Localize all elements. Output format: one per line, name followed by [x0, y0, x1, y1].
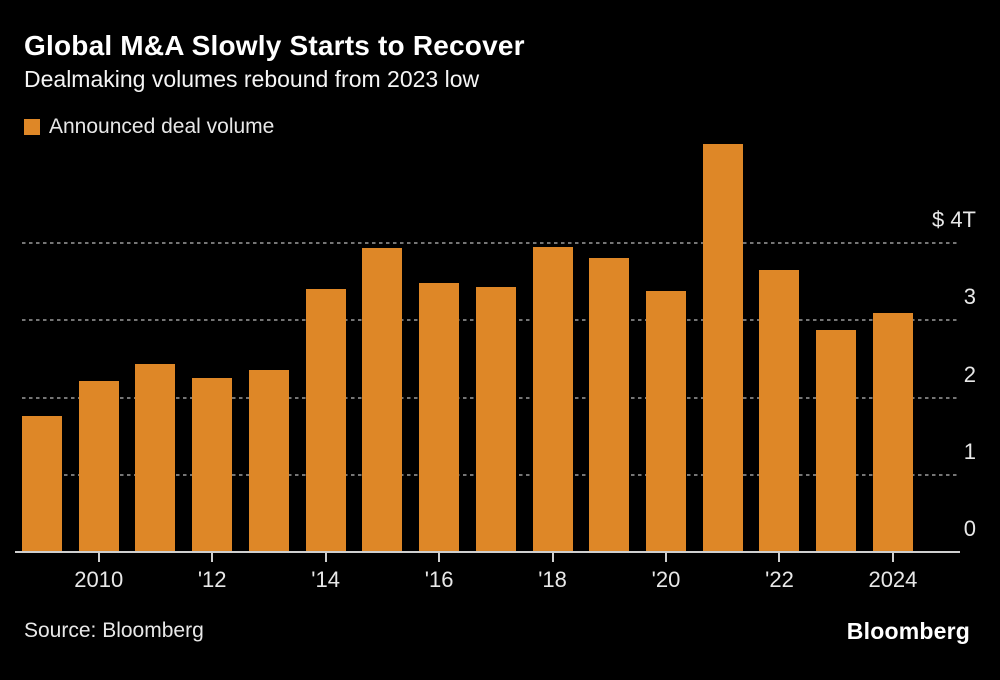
x-tick-2014 — [324, 553, 327, 562]
bar-2009 — [22, 416, 62, 552]
bar-2016 — [419, 282, 460, 552]
x-tick-2018 — [551, 553, 554, 562]
bar-2010 — [78, 381, 119, 552]
x-tick-2020 — [665, 553, 668, 562]
chart-title: Global M&A Slowly Starts to Recover — [24, 30, 525, 61]
x-tick-2024 — [891, 553, 894, 562]
x-tick-label-2022: '22 — [765, 567, 794, 592]
bar-2022 — [759, 270, 800, 552]
bar-2012 — [192, 378, 233, 552]
bar-2018 — [532, 247, 573, 552]
gridline-4 — [22, 242, 957, 245]
x-tick-label-2012: '12 — [197, 567, 227, 592]
x-tick-2012 — [211, 553, 214, 562]
legend-label: Announced deal volume — [49, 115, 275, 138]
x-tick-label-2016: '16 — [424, 567, 454, 592]
x-tick-label-2020: '20 — [651, 567, 681, 592]
x-tick-label-2024: 2024 — [868, 567, 918, 592]
bar-2019 — [589, 257, 630, 552]
source-note: Source: Bloomberg — [24, 619, 204, 642]
y-tick-label-3: 3 — [963, 284, 976, 310]
chart-subtitle: Dealmaking volumes rebound from 2023 low — [24, 66, 480, 92]
bar-2014 — [305, 288, 346, 552]
x-axis-line — [15, 551, 960, 553]
bar-2017 — [475, 287, 516, 552]
legend: Announced deal volume — [24, 115, 274, 139]
x-tick-2010 — [97, 553, 100, 562]
x-tick-label-2018: '18 — [538, 567, 567, 592]
bar-2011 — [135, 363, 176, 552]
bloomberg-logo: Bloomberg — [846, 618, 970, 644]
y-tick-label-1: 1 — [963, 438, 976, 464]
y-tick-label-0: 0 — [963, 516, 976, 541]
y-tick-label-2: 2 — [963, 361, 976, 387]
x-tick-label-2014: '14 — [311, 567, 340, 592]
x-tick-2022 — [778, 553, 781, 562]
bar-2020 — [646, 291, 687, 552]
x-tick-label-2010: 2010 — [74, 567, 124, 592]
legend-swatch-icon — [24, 119, 40, 135]
bar-2021 — [702, 144, 743, 552]
bar-2015 — [362, 247, 403, 552]
bar-2013 — [248, 369, 289, 552]
x-tick-2016 — [438, 553, 441, 562]
bar-2024 — [872, 313, 913, 552]
bar-2023 — [816, 330, 857, 552]
y-tick-label-4: $ 4T — [931, 207, 976, 233]
